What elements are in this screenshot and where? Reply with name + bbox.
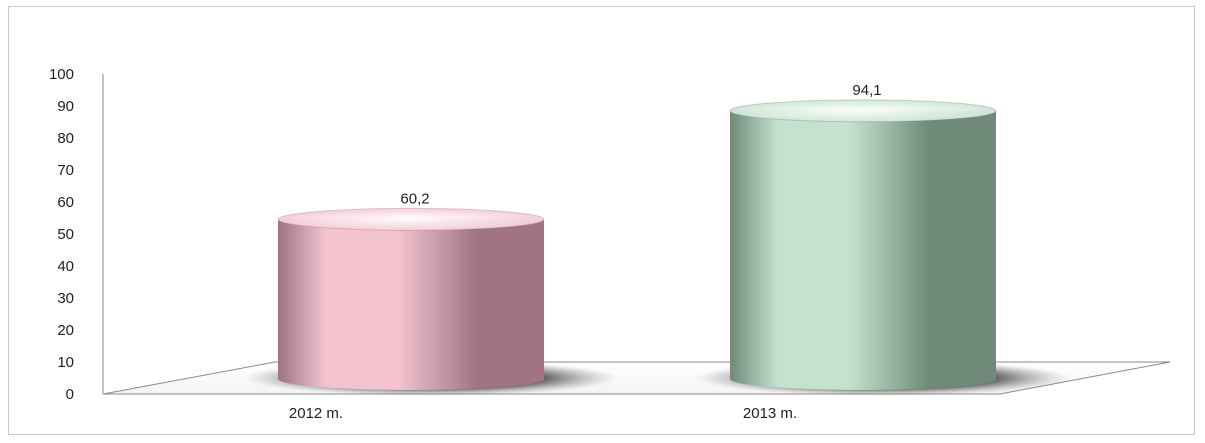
bar-1: 60,2 xyxy=(243,190,619,396)
bar-top-cap xyxy=(277,207,545,231)
y-axis-ticks: 0 10 20 30 40 50 60 70 80 90 100 xyxy=(49,66,74,403)
x-category-label: 2013 m. xyxy=(743,405,797,422)
bar-body xyxy=(278,219,544,390)
y-tick-label: 0 xyxy=(66,386,74,403)
category-labels: 2012 m. 2013 m. xyxy=(289,405,797,422)
y-tick-label: 90 xyxy=(57,98,74,115)
y-tick-label: 60 xyxy=(57,194,74,211)
y-tick-label: 100 xyxy=(49,66,74,83)
y-tick-label: 50 xyxy=(57,226,74,243)
y-tick-label: 70 xyxy=(57,162,74,179)
y-tick-label: 40 xyxy=(57,258,74,275)
bar-top-cap xyxy=(729,99,997,123)
data-label: 60,2 xyxy=(400,190,429,207)
bar-body xyxy=(730,110,996,390)
bar-2: 94,1 xyxy=(695,82,1071,396)
bars: 60,2 94,1 xyxy=(243,82,1071,396)
y-tick-label: 20 xyxy=(57,322,74,339)
data-label: 94,1 xyxy=(852,82,881,99)
x-category-label: 2012 m. xyxy=(289,405,343,422)
y-tick-label: 10 xyxy=(57,354,74,371)
y-tick-label: 80 xyxy=(57,130,74,147)
y-tick-label: 30 xyxy=(57,290,74,307)
